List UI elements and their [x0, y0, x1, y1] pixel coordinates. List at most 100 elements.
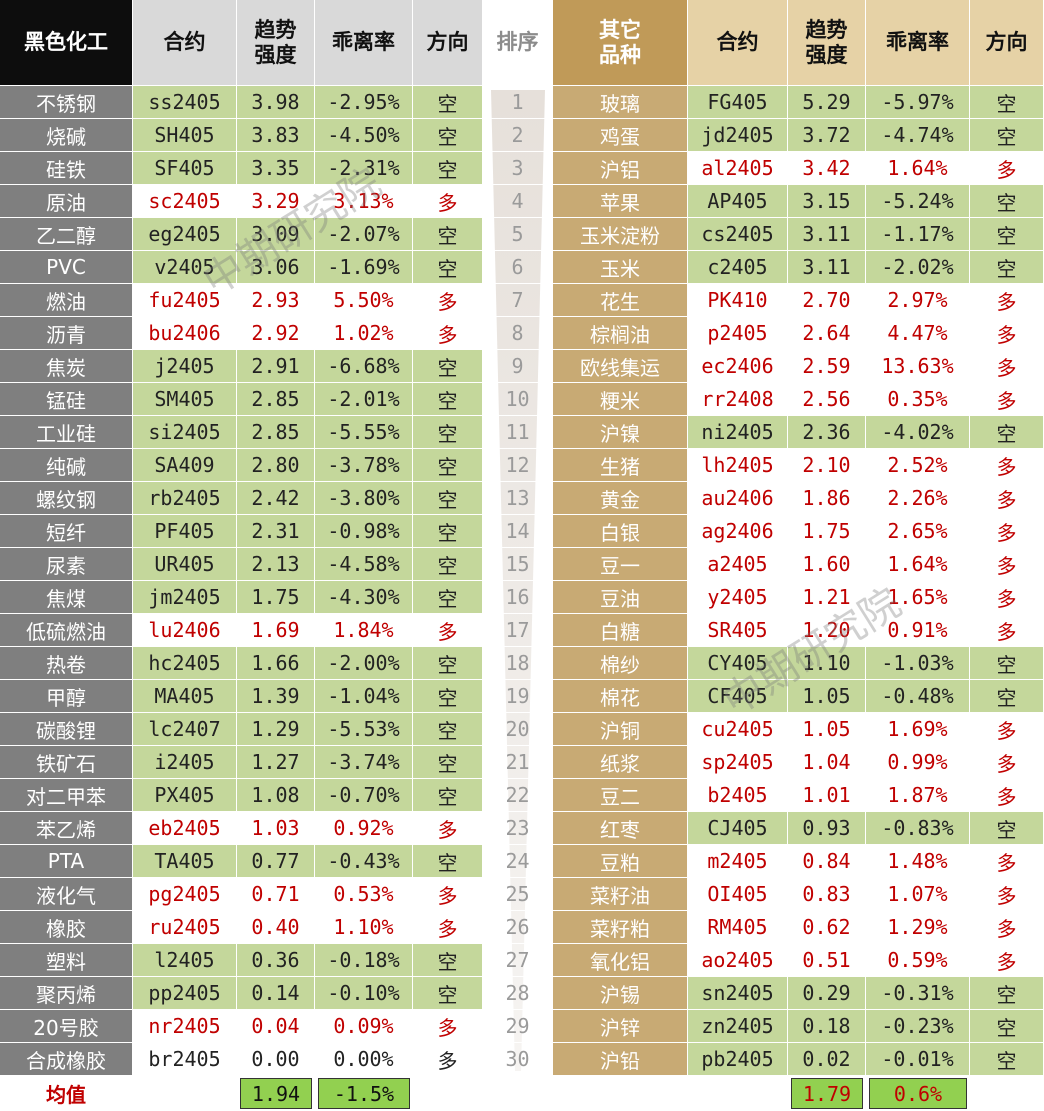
- trend-strength: 2.92: [237, 317, 315, 350]
- direction: 空: [413, 449, 483, 482]
- contract: ag2406: [688, 515, 788, 548]
- contract: TA405: [133, 845, 237, 878]
- trend-strength: 3.83: [237, 119, 315, 152]
- deviation: 0.00%: [315, 1043, 413, 1076]
- name: 玉米淀粉: [553, 218, 688, 251]
- name: 豆油: [553, 581, 688, 614]
- direction: 多: [970, 779, 1044, 812]
- contract: au2406: [688, 482, 788, 515]
- direction: 空: [413, 218, 483, 251]
- rank: 17: [483, 614, 553, 647]
- deviation: 13.63%: [866, 350, 970, 383]
- column-header: 其它品种: [553, 0, 688, 86]
- direction: 空: [413, 581, 483, 614]
- name: PTA: [0, 845, 133, 878]
- deviation: -1.69%: [315, 251, 413, 284]
- direction: 空: [413, 482, 483, 515]
- deviation: -3.74%: [315, 746, 413, 779]
- name: 螺纹钢: [0, 482, 133, 515]
- deviation: -1.04%: [315, 680, 413, 713]
- name: 锰硅: [0, 383, 133, 416]
- direction: 空: [970, 251, 1044, 284]
- rank: 24: [483, 845, 553, 878]
- rank: 26: [483, 911, 553, 944]
- direction: 多: [970, 317, 1044, 350]
- rank: 10: [483, 383, 553, 416]
- contract: m2405: [688, 845, 788, 878]
- column-header-text: 黑色化工: [24, 30, 108, 54]
- rank: 4: [483, 185, 553, 218]
- contract: j2405: [133, 350, 237, 383]
- contract: PX405: [133, 779, 237, 812]
- name: PVC: [0, 251, 133, 284]
- direction: 空: [413, 647, 483, 680]
- trend-strength: 2.42: [237, 482, 315, 515]
- deviation: -0.43%: [315, 845, 413, 878]
- contract: cu2405: [688, 713, 788, 746]
- trend-strength: 0.00: [237, 1043, 315, 1076]
- trend-strength: 0.77: [237, 845, 315, 878]
- trend-strength: 2.85: [237, 383, 315, 416]
- trend-strength: 2.93: [237, 284, 315, 317]
- deviation: 0.59%: [866, 944, 970, 977]
- direction: 多: [970, 845, 1044, 878]
- direction: 多: [413, 878, 483, 911]
- column-header-text: 方向: [426, 30, 469, 54]
- contract: PK410: [688, 284, 788, 317]
- direction: 空: [413, 713, 483, 746]
- direction: 多: [970, 614, 1044, 647]
- name: 粳米: [553, 383, 688, 416]
- column-header-text: 乖离率: [886, 30, 949, 54]
- direction: 多: [413, 1043, 483, 1076]
- deviation: -2.01%: [315, 383, 413, 416]
- contract: y2405: [688, 581, 788, 614]
- trend-strength: 3.98: [237, 86, 315, 119]
- direction: 空: [970, 218, 1044, 251]
- deviation: -2.95%: [315, 86, 413, 119]
- deviation: -2.02%: [866, 251, 970, 284]
- contract: AP405: [688, 185, 788, 218]
- contract: lc2407: [133, 713, 237, 746]
- name: 白银: [553, 515, 688, 548]
- direction: 空: [413, 119, 483, 152]
- rank: 9: [483, 350, 553, 383]
- column-header-text: 趋势强度: [805, 17, 848, 67]
- deviation: -0.70%: [315, 779, 413, 812]
- footer-label: 均值: [0, 1076, 133, 1111]
- name: 20号胶: [0, 1010, 133, 1043]
- column-header-text: 合约: [716, 30, 759, 54]
- contract: SM405: [133, 383, 237, 416]
- contract: fu2405: [133, 284, 237, 317]
- name: 液化气: [0, 878, 133, 911]
- deviation: -2.00%: [315, 647, 413, 680]
- column-header-text: 趋势强度: [254, 17, 297, 67]
- footer-deviation: -1.5%: [318, 1078, 410, 1109]
- deviation: 1.10%: [315, 911, 413, 944]
- direction: 多: [970, 878, 1044, 911]
- column-header: 乖离率: [315, 0, 413, 86]
- direction: 多: [413, 284, 483, 317]
- name: 尿素: [0, 548, 133, 581]
- contract: v2405: [133, 251, 237, 284]
- deviation: 0.99%: [866, 746, 970, 779]
- name: 白糖: [553, 614, 688, 647]
- contract: CF405: [688, 680, 788, 713]
- name: 沪铝: [553, 152, 688, 185]
- trend-strength: 1.05: [788, 713, 866, 746]
- contract: sc2405: [133, 185, 237, 218]
- deviation: -0.98%: [315, 515, 413, 548]
- direction: 空: [413, 944, 483, 977]
- rank: 1: [483, 86, 553, 119]
- contract: FG405: [688, 86, 788, 119]
- footer-blank: [688, 1076, 788, 1111]
- contract: pb2405: [688, 1043, 788, 1076]
- name: 橡胶: [0, 911, 133, 944]
- deviation: -0.31%: [866, 977, 970, 1010]
- deviation: -3.80%: [315, 482, 413, 515]
- name: 原油: [0, 185, 133, 218]
- trend-strength: 0.29: [788, 977, 866, 1010]
- direction: 多: [970, 944, 1044, 977]
- contract: OI405: [688, 878, 788, 911]
- footer-blank: [413, 1076, 483, 1111]
- trend-strength: 3.72: [788, 119, 866, 152]
